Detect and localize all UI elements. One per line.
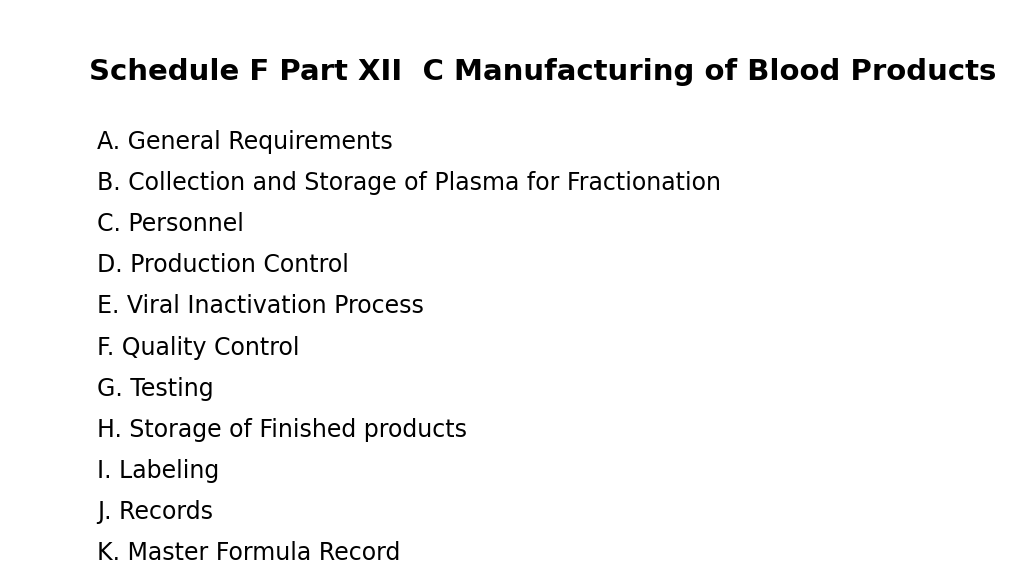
Text: J. Records: J. Records [97,500,213,524]
Text: D. Production Control: D. Production Control [97,253,349,277]
Text: F. Quality Control: F. Quality Control [97,335,300,359]
Text: B. Collection and Storage of Plasma for Fractionation: B. Collection and Storage of Plasma for … [97,170,721,195]
Text: C. Personnel: C. Personnel [97,212,244,236]
Text: G. Testing: G. Testing [97,377,214,401]
Text: K. Master Formula Record: K. Master Formula Record [97,541,400,566]
Text: I. Labeling: I. Labeling [97,459,219,483]
Text: H. Storage of Finished products: H. Storage of Finished products [97,418,467,442]
Text: Schedule F Part XII  C Manufacturing of Blood Products: Schedule F Part XII C Manufacturing of B… [89,58,996,86]
Text: E. Viral Inactivation Process: E. Viral Inactivation Process [97,294,424,319]
Text: A. General Requirements: A. General Requirements [97,130,393,154]
